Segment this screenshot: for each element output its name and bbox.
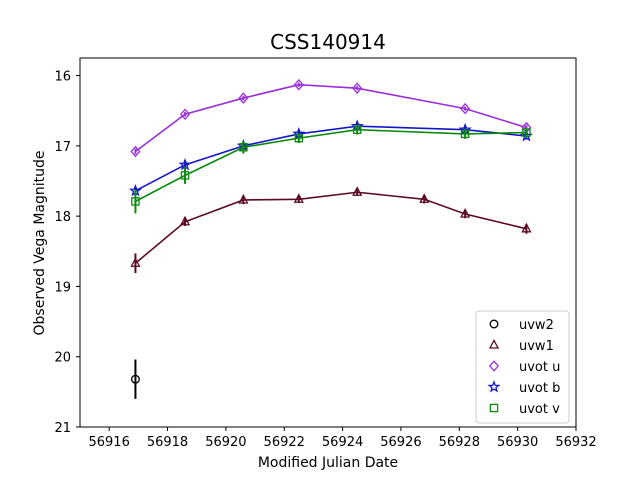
- series-uvw1: [130, 186, 532, 274]
- y-tick-label: 20: [54, 351, 71, 366]
- data-point: [179, 215, 191, 226]
- legend-entry: uvot b: [487, 380, 560, 396]
- legend-marker: [489, 319, 499, 329]
- legend-label: uvot b: [519, 381, 560, 396]
- series-line: [134, 191, 527, 264]
- plot-marks: [128, 78, 533, 399]
- legend-entry: uvw2: [489, 318, 554, 333]
- data-point: [130, 145, 141, 158]
- legend-label: uvw1: [519, 339, 554, 354]
- data-point: [460, 102, 471, 115]
- y-tick-label: 17: [54, 140, 71, 155]
- data-point: [352, 125, 362, 134]
- data-point: [294, 133, 304, 143]
- legend-marker: [489, 403, 499, 413]
- data-point: [130, 257, 141, 267]
- y-tick-label: 16: [54, 70, 71, 85]
- x-tick-label: 56924: [322, 435, 363, 450]
- data-point: [460, 208, 471, 218]
- legend-marker: [488, 360, 500, 372]
- legend-marker: [488, 339, 500, 349]
- y-axis-label: Observed Vega Magnitude: [32, 151, 48, 336]
- y-tick-label: 21: [54, 421, 71, 436]
- data-point: [180, 171, 190, 180]
- data-point: [521, 222, 532, 233]
- x-tick-label: 56932: [555, 435, 596, 450]
- x-tick-label: 56926: [380, 435, 421, 450]
- data-point: [131, 197, 140, 206]
- data-point: [293, 193, 304, 203]
- legend: uvw2 uvw1 uvot u uvot b uvot v: [475, 310, 570, 424]
- series-uvot-v: [131, 124, 531, 214]
- data-point: [238, 92, 249, 104]
- legend-label: uvw2: [519, 318, 554, 333]
- x-tick-label: 56922: [264, 435, 305, 450]
- legend-label: uvot v: [519, 402, 560, 417]
- chart-title: CSS140914: [270, 30, 386, 54]
- legend-entry: uvw1: [488, 339, 554, 354]
- series-uvw2: [130, 359, 140, 399]
- legend-box: [475, 310, 570, 424]
- x-axis-label: Modified Julian Date: [258, 455, 398, 471]
- legend-label: uvot u: [519, 360, 560, 375]
- legend-marker: [487, 380, 501, 393]
- x-tick-label: 56930: [497, 435, 538, 450]
- plot-frame: [79, 57, 577, 428]
- data-point: [352, 82, 363, 95]
- data-point: [460, 129, 470, 139]
- data-point: [238, 193, 249, 204]
- y-tick-label: 19: [54, 280, 71, 295]
- data-point: [352, 186, 363, 196]
- data-point: [130, 374, 140, 384]
- data-point: [293, 78, 304, 91]
- data-point: [178, 157, 192, 171]
- x-tick-label: 56918: [147, 435, 188, 450]
- legend-entry: uvot u: [488, 360, 560, 375]
- data-point: [239, 143, 248, 152]
- data-point: [419, 193, 430, 203]
- x-tick-label: 56920: [205, 435, 246, 450]
- series-uvot-u: [130, 78, 532, 158]
- data-point: [522, 128, 531, 137]
- legend-entry: uvot v: [489, 402, 560, 417]
- axes: 56916 56918 56920 56922 56924 56926 56928 56930…: [54, 70, 596, 450]
- x-tick-label: 56916: [88, 435, 129, 450]
- data-point: [179, 108, 191, 121]
- y-tick-label: 18: [54, 210, 71, 225]
- x-tick-label: 56928: [439, 435, 480, 450]
